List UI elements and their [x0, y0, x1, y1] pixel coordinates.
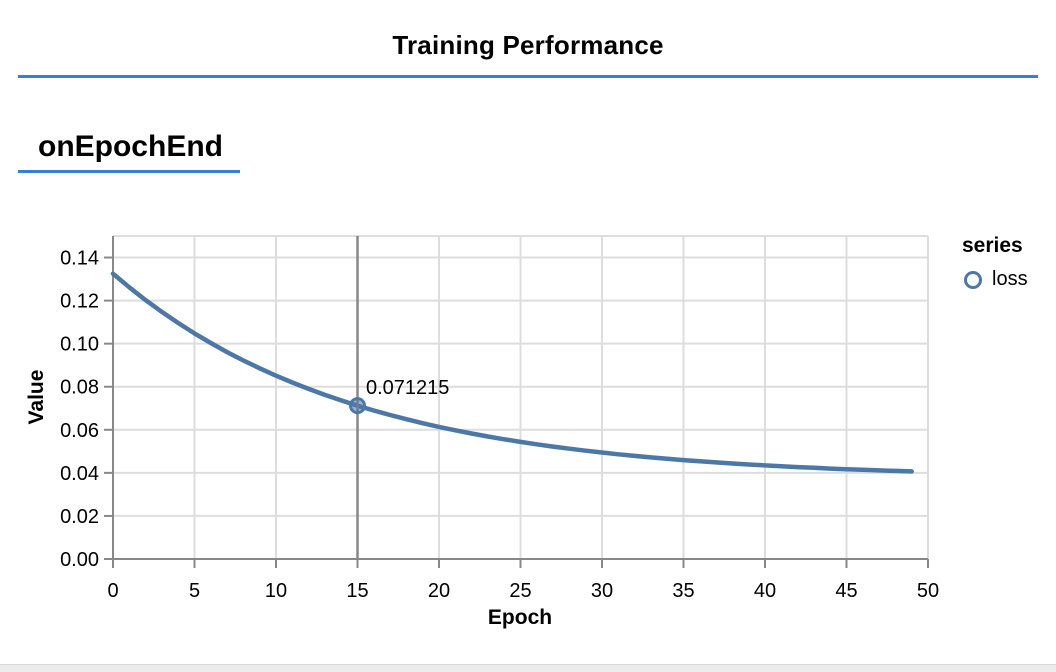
y-tick-label: 0.00: [60, 549, 99, 571]
y-tick-label: 0.14: [60, 248, 99, 270]
x-tick-label: 45: [835, 580, 857, 602]
x-tick-label: 25: [509, 580, 531, 602]
title-divider: [18, 75, 1038, 78]
legend-circle-icon: [964, 270, 982, 289]
y-tick-label: 0.04: [60, 463, 99, 485]
hover-point[interactable]: [349, 397, 366, 415]
x-tick-label: 15: [346, 580, 368, 602]
legend: series loss: [962, 234, 1028, 291]
y-tick-label: 0.10: [60, 334, 99, 356]
y-tick-label: 0.02: [60, 506, 99, 528]
section-divider: [18, 170, 240, 173]
legend-entry-label: loss: [992, 268, 1028, 290]
section-label: onEpochEnd: [38, 130, 223, 163]
y-tick-label: 0.08: [60, 377, 99, 399]
x-tick-label: 5: [189, 580, 200, 602]
x-tick-label: 35: [672, 580, 694, 602]
x-tick-label: 0: [107, 580, 118, 602]
x-tick-label: 50: [917, 580, 939, 602]
x-axis-title: Epoch: [487, 606, 553, 629]
loss-curve: [110, 271, 914, 474]
y-axis-title: Value: [25, 369, 48, 425]
legend-title: series: [962, 234, 1023, 257]
x-tick-label: 40: [754, 580, 776, 602]
horizontal-scrollbar[interactable]: [0, 664, 1056, 672]
y-tick-label: 0.12: [60, 291, 99, 313]
x-tick-label: 30: [591, 580, 613, 602]
legend-entry-loss: loss: [962, 268, 1028, 291]
hover-value-label: 0.071215: [366, 377, 450, 399]
x-tick-label: 10: [265, 580, 287, 602]
x-tick-label: 20: [428, 580, 450, 602]
page-title: Training Performance: [392, 30, 664, 60]
y-tick-label: 0.06: [60, 420, 99, 442]
